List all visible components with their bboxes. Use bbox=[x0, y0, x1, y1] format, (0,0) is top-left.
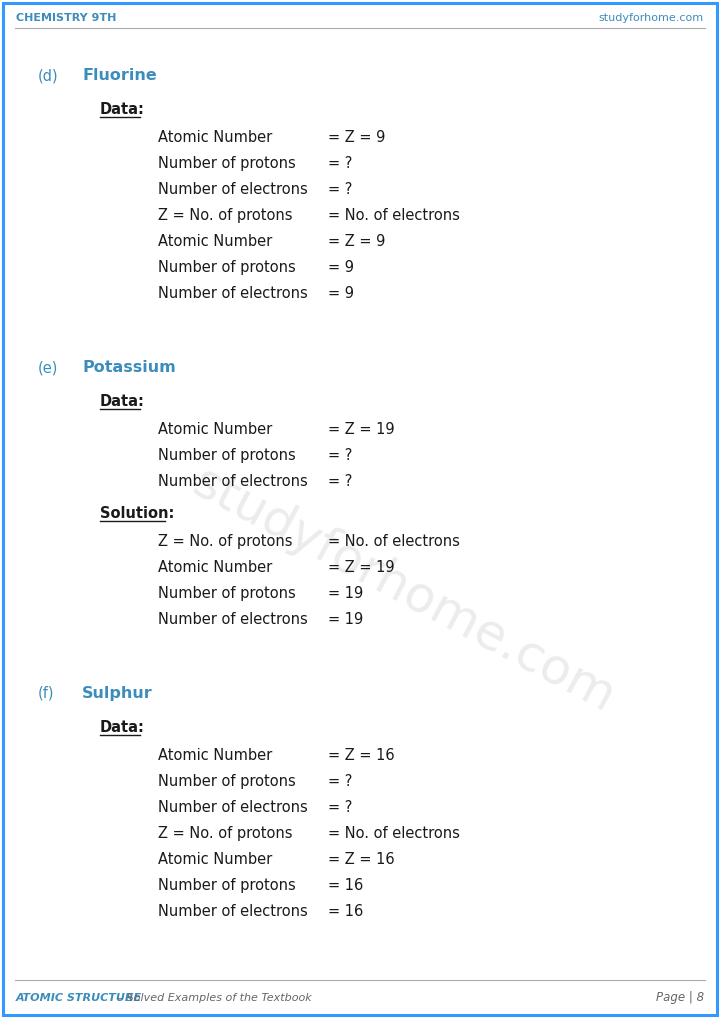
Text: = ?: = ? bbox=[328, 448, 352, 463]
Text: Number of protons: Number of protons bbox=[158, 878, 296, 893]
FancyBboxPatch shape bbox=[3, 3, 717, 1015]
Text: (d): (d) bbox=[38, 68, 58, 83]
Text: = 16: = 16 bbox=[328, 878, 364, 893]
Text: Atomic Number: Atomic Number bbox=[158, 130, 272, 145]
Text: = 9: = 9 bbox=[328, 286, 354, 301]
Text: Data:: Data: bbox=[100, 720, 145, 735]
Text: Data:: Data: bbox=[100, 102, 145, 117]
Text: Number of electrons: Number of electrons bbox=[158, 612, 307, 627]
Text: Sulphur: Sulphur bbox=[82, 686, 153, 701]
Text: Number of electrons: Number of electrons bbox=[158, 182, 307, 197]
Text: Number of electrons: Number of electrons bbox=[158, 474, 307, 489]
Text: Atomic Number: Atomic Number bbox=[158, 852, 272, 867]
Text: = Z = 19: = Z = 19 bbox=[328, 422, 395, 437]
Text: Fluorine: Fluorine bbox=[82, 68, 157, 83]
Text: = No. of electrons: = No. of electrons bbox=[328, 534, 460, 549]
Text: = ?: = ? bbox=[328, 156, 352, 171]
Text: CHEMISTRY 9TH: CHEMISTRY 9TH bbox=[16, 13, 117, 23]
Text: studyforhome.com: studyforhome.com bbox=[599, 13, 704, 23]
Text: = Z = 9: = Z = 9 bbox=[328, 130, 385, 145]
Text: Atomic Number: Atomic Number bbox=[158, 234, 272, 249]
Text: Z = No. of protons: Z = No. of protons bbox=[158, 208, 292, 223]
Text: Number of electrons: Number of electrons bbox=[158, 904, 307, 919]
Text: Number of electrons: Number of electrons bbox=[158, 800, 307, 815]
Text: Solution:: Solution: bbox=[100, 506, 174, 521]
Text: = ?: = ? bbox=[328, 800, 352, 815]
Text: Page | 8: Page | 8 bbox=[656, 992, 704, 1005]
Text: Number of protons: Number of protons bbox=[158, 448, 296, 463]
Text: Number of protons: Number of protons bbox=[158, 774, 296, 789]
Text: Z = No. of protons: Z = No. of protons bbox=[158, 826, 292, 841]
Text: Number of protons: Number of protons bbox=[158, 586, 296, 601]
Text: Z = No. of protons: Z = No. of protons bbox=[158, 534, 292, 549]
Text: Number of protons: Number of protons bbox=[158, 260, 296, 275]
Text: Atomic Number: Atomic Number bbox=[158, 748, 272, 764]
Text: = No. of electrons: = No. of electrons bbox=[328, 826, 460, 841]
Text: Atomic Number: Atomic Number bbox=[158, 422, 272, 437]
Text: studyforhome.com: studyforhome.com bbox=[184, 458, 623, 723]
Text: Number of electrons: Number of electrons bbox=[158, 286, 307, 301]
Text: = ?: = ? bbox=[328, 474, 352, 489]
Text: = ?: = ? bbox=[328, 774, 352, 789]
Text: = Z = 16: = Z = 16 bbox=[328, 852, 395, 867]
Text: Number of protons: Number of protons bbox=[158, 156, 296, 171]
Text: = ?: = ? bbox=[328, 182, 352, 197]
Text: (f): (f) bbox=[38, 686, 55, 701]
Text: = 9: = 9 bbox=[328, 260, 354, 275]
Text: Potassium: Potassium bbox=[82, 360, 176, 375]
Text: (e): (e) bbox=[38, 360, 58, 375]
Text: Atomic Number: Atomic Number bbox=[158, 560, 272, 575]
Text: = 19: = 19 bbox=[328, 612, 364, 627]
Text: = Z = 16: = Z = 16 bbox=[328, 748, 395, 764]
Text: ATOMIC STRUCTURE: ATOMIC STRUCTURE bbox=[16, 993, 142, 1003]
Text: = No. of electrons: = No. of electrons bbox=[328, 208, 460, 223]
Text: – Solved Examples of the Textbook: – Solved Examples of the Textbook bbox=[114, 993, 312, 1003]
Text: = Z = 19: = Z = 19 bbox=[328, 560, 395, 575]
Text: = Z = 9: = Z = 9 bbox=[328, 234, 385, 249]
Text: = 16: = 16 bbox=[328, 904, 364, 919]
Text: Data:: Data: bbox=[100, 394, 145, 409]
Text: = 19: = 19 bbox=[328, 586, 364, 601]
